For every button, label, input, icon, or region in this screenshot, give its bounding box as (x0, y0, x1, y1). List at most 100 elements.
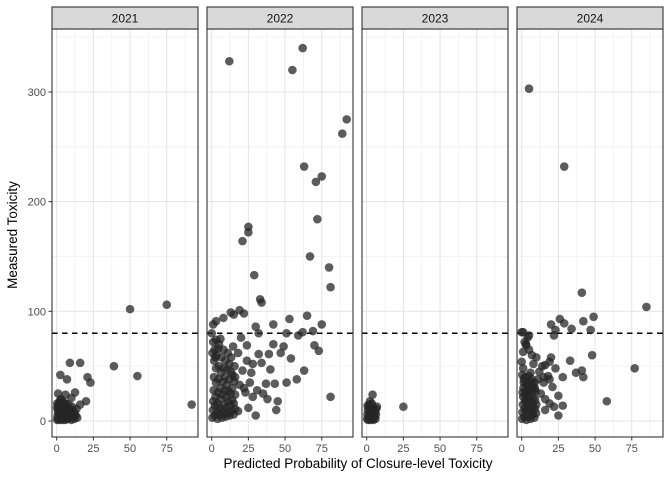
data-point (577, 366, 587, 375)
data-point (251, 411, 261, 420)
data-point (540, 405, 550, 415)
data-point (213, 344, 223, 353)
data-point (545, 357, 554, 367)
y-tick-label: 300 (28, 87, 46, 99)
data-point (211, 353, 220, 362)
data-point (269, 320, 278, 329)
data-point (537, 361, 547, 371)
data-point (72, 404, 81, 414)
data-point (517, 327, 526, 337)
data-point (226, 353, 236, 362)
y-tick-label: 0 (40, 416, 46, 428)
data-point (288, 65, 297, 75)
data-point (244, 403, 253, 413)
x-tick-label: 0 (519, 443, 525, 455)
data-point (299, 162, 309, 171)
data-point (244, 228, 253, 237)
data-point (293, 331, 303, 340)
data-point (86, 378, 95, 387)
data-point (251, 322, 261, 331)
data-point (337, 129, 347, 138)
data-point (263, 394, 272, 404)
data-point (299, 366, 309, 375)
data-point (257, 298, 266, 307)
data-point (577, 288, 587, 297)
x-tick-label: 50 (279, 443, 291, 455)
data-point (308, 326, 318, 336)
data-point (227, 383, 237, 393)
data-point (230, 390, 240, 399)
data-point (549, 331, 559, 340)
data-point (208, 320, 218, 329)
data-point (302, 311, 312, 320)
x-tick-label: 75 (626, 443, 638, 455)
data-point (521, 392, 531, 402)
data-point (559, 319, 569, 328)
panel-background (362, 29, 508, 437)
data-point (241, 388, 250, 397)
data-point (228, 370, 237, 380)
data-point (579, 372, 588, 382)
data-point (248, 392, 258, 402)
data-point (317, 172, 327, 181)
data-point (229, 377, 239, 386)
data-point (230, 404, 240, 414)
data-point (228, 342, 238, 351)
y-axis: 0 100 200 300 (28, 87, 52, 428)
y-tick-label: 200 (28, 197, 46, 209)
data-point (219, 313, 228, 323)
data-point (317, 320, 327, 329)
data-point (282, 328, 291, 338)
data-point (540, 394, 550, 404)
data-point (269, 339, 278, 349)
x-tick-label: 25 (87, 443, 99, 455)
data-point (324, 263, 334, 272)
data-point (531, 409, 541, 418)
data-point (247, 368, 256, 378)
data-point (558, 372, 568, 382)
data-point (233, 348, 243, 358)
data-point (282, 378, 291, 387)
facet-panel-2023: 2023 0 25 50 75 (361, 6, 509, 455)
data-point (532, 400, 541, 409)
data-point (399, 402, 408, 412)
data-point (236, 333, 246, 342)
x-tick-label: 75 (471, 443, 483, 455)
facet-strip (516, 6, 664, 30)
data-point (252, 385, 262, 395)
data-point (587, 350, 597, 360)
data-point (133, 371, 142, 381)
x-tick-label: 75 (161, 443, 173, 455)
x-tick-label: 0 (209, 443, 215, 455)
data-point (245, 378, 255, 387)
data-point (207, 328, 216, 338)
facet-strip (361, 6, 509, 30)
x-tick-label: 25 (242, 443, 254, 455)
data-point (518, 364, 528, 373)
data-point (567, 324, 576, 334)
data-point (305, 252, 315, 261)
data-point (530, 378, 539, 387)
data-point (529, 359, 538, 369)
data-point (539, 378, 549, 387)
data-point (187, 400, 196, 409)
data-point (519, 378, 529, 387)
data-point (257, 358, 266, 368)
facet-panel-2021: 2021 0 25 50 75 (51, 6, 199, 455)
facet-strip-label: 2023 (422, 12, 449, 26)
data-point (551, 364, 560, 373)
data-point (271, 405, 281, 415)
facet-panel-2022: 2022 0 25 50 75 (206, 6, 354, 455)
data-point (543, 371, 553, 381)
data-point (270, 379, 280, 388)
x-tick-label: 50 (124, 443, 136, 455)
data-point (524, 84, 534, 93)
data-point (298, 43, 307, 53)
data-point (248, 359, 258, 369)
data-point (554, 411, 563, 420)
data-point (249, 270, 259, 280)
data-point (521, 339, 531, 349)
data-point (229, 310, 239, 319)
x-tick-label: 25 (552, 443, 564, 455)
